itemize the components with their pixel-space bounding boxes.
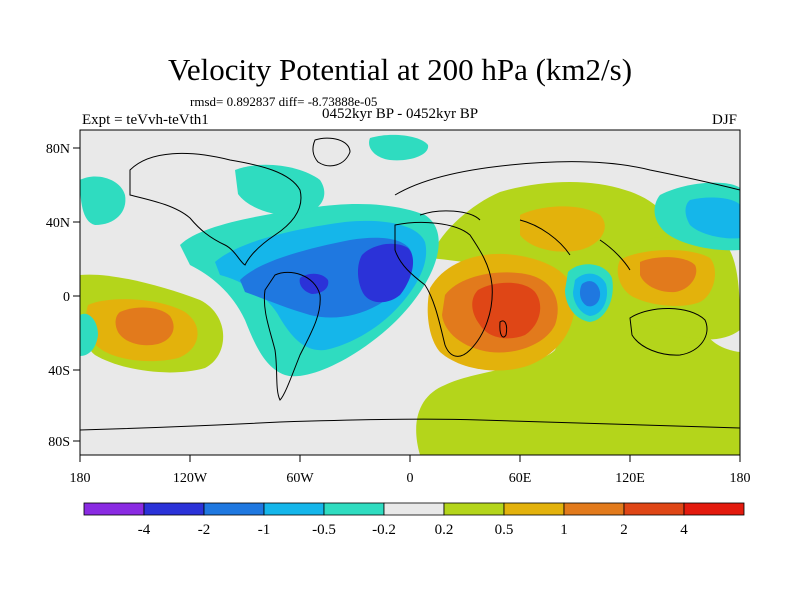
colorbar-label: -4 <box>138 522 151 538</box>
coast-north-america <box>129 153 302 266</box>
coast-madagascar <box>499 320 508 338</box>
lon-tick-label: 120W <box>173 471 208 486</box>
colorbar-label: 4 <box>680 522 688 538</box>
lat-tick-marks <box>73 147 80 442</box>
negative-region-cyan-northamerica <box>235 164 325 216</box>
negative-region-lightblue-eastasia <box>685 197 740 239</box>
colorbar-swatch <box>383 502 445 516</box>
coastlines <box>80 137 740 431</box>
colorbar-swatch <box>83 502 145 516</box>
colorbar-swatch <box>683 502 745 516</box>
lat-tick-label: 40N <box>46 216 70 231</box>
coast-south-america <box>263 271 321 401</box>
colorbar-label: 0.2 <box>435 522 454 538</box>
positive-region-orange-asia <box>537 228 575 250</box>
colorbar-swatch <box>563 502 625 516</box>
negative-region-cyan-northpacific <box>80 176 126 225</box>
colorbar-label: 0.5 <box>495 522 514 538</box>
contour-field <box>80 130 740 455</box>
negative-region-cyan-westpacific <box>80 313 98 356</box>
coast-eurasia <box>394 161 740 271</box>
lat-tick-label: 80S <box>48 435 70 450</box>
colorbar-labels: -4 -2 -1 -0.5 -0.2 0.2 0.5 1 2 4 <box>138 522 689 538</box>
lon-tick-label: 120E <box>615 471 645 486</box>
colorbar-label: 2 <box>620 522 628 538</box>
lat-tick-label: 80N <box>46 142 70 157</box>
colorbar-swatch <box>203 502 265 516</box>
colorbar-swatch <box>443 502 505 516</box>
colorbar <box>83 502 745 516</box>
positive-region-red <box>472 282 541 339</box>
lon-tick-label: 180 <box>730 471 751 486</box>
map-title: Velocity Potential at 200 hPa (km2/s) <box>167 52 633 87</box>
coast-antarctica <box>80 418 740 431</box>
colorbar-label: -2 <box>198 522 211 538</box>
experiment-label: Expt = teVvh-teVth1 <box>82 112 209 128</box>
coast-australia <box>629 308 708 356</box>
colorbar-label: -0.5 <box>312 522 336 538</box>
colorbar-swatch <box>623 502 685 516</box>
stats-label: rmsd= 0.892837 diff= -8.73888e-05 <box>190 94 378 109</box>
coast-africa <box>394 221 493 357</box>
lon-tick-marks <box>79 455 741 462</box>
lon-tick-label: 60E <box>509 471 532 486</box>
lat-tick-label: 40S <box>48 364 70 379</box>
negative-region-blue-indonesia <box>579 281 601 307</box>
lon-tick-label: 180 <box>70 471 91 486</box>
colorbar-swatch <box>323 502 385 516</box>
colorbar-label: 1 <box>560 522 568 538</box>
positive-region-darkorange-maritime <box>640 257 697 293</box>
positive-region-darkorange-eastpacific <box>115 307 174 346</box>
lon-tick-label: 60W <box>286 471 314 486</box>
period-label: 0452kyr BP - 0452kyr BP <box>322 106 479 122</box>
lon-tick-label: 0 <box>407 471 414 486</box>
colorbar-swatch <box>143 502 205 516</box>
colorbar-swatch <box>263 502 325 516</box>
colorbar-label: -0.2 <box>372 522 396 538</box>
coast-greenland <box>312 137 351 167</box>
negative-region-cyan-arctic <box>369 134 429 161</box>
lat-tick-label: 0 <box>63 290 70 305</box>
colorbar-swatch <box>503 502 565 516</box>
season-label: DJF <box>712 112 738 128</box>
colorbar-label: -1 <box>258 522 271 538</box>
